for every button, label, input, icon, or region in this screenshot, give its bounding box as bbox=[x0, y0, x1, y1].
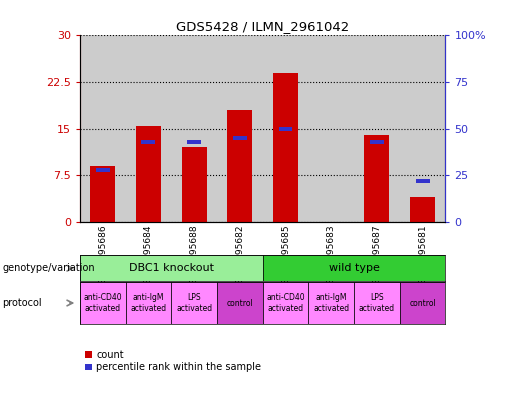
Bar bbox=[187, 140, 201, 143]
Bar bbox=[126, 35, 171, 222]
Bar bbox=[181, 147, 207, 222]
Bar bbox=[263, 35, 308, 222]
Bar bbox=[96, 168, 110, 172]
Bar bbox=[126, 282, 171, 324]
Bar bbox=[227, 110, 252, 222]
Text: anti-IgM
activated: anti-IgM activated bbox=[313, 293, 349, 313]
Title: GDS5428 / ILMN_2961042: GDS5428 / ILMN_2961042 bbox=[176, 20, 349, 33]
Bar bbox=[400, 35, 445, 222]
Text: anti-IgM
activated: anti-IgM activated bbox=[130, 293, 166, 313]
Text: DBC1 knockout: DBC1 knockout bbox=[129, 263, 214, 273]
Bar bbox=[171, 35, 217, 222]
Bar bbox=[80, 255, 263, 281]
Bar bbox=[308, 35, 354, 222]
Text: control: control bbox=[409, 299, 436, 307]
Text: genotype/variation: genotype/variation bbox=[3, 263, 95, 273]
Bar bbox=[171, 282, 217, 324]
Bar bbox=[80, 35, 126, 222]
Bar bbox=[354, 282, 400, 324]
Bar bbox=[400, 282, 445, 324]
Bar bbox=[217, 35, 263, 222]
Text: control: control bbox=[227, 299, 253, 307]
Bar bbox=[142, 140, 156, 143]
Bar bbox=[263, 282, 308, 324]
Bar bbox=[273, 73, 298, 222]
Bar bbox=[364, 135, 389, 222]
Legend: count, percentile rank within the sample: count, percentile rank within the sample bbox=[84, 349, 261, 373]
Text: LPS
activated: LPS activated bbox=[176, 293, 212, 313]
Bar bbox=[80, 282, 126, 324]
Bar bbox=[263, 255, 445, 281]
Bar bbox=[416, 179, 430, 183]
Text: anti-CD40
activated: anti-CD40 activated bbox=[83, 293, 122, 313]
Bar bbox=[233, 136, 247, 140]
Bar bbox=[354, 35, 400, 222]
Bar bbox=[279, 127, 293, 130]
Text: wild type: wild type bbox=[329, 263, 380, 273]
Text: protocol: protocol bbox=[3, 298, 42, 308]
Bar bbox=[90, 166, 115, 222]
Bar bbox=[217, 282, 263, 324]
Bar bbox=[370, 140, 384, 143]
Bar bbox=[136, 126, 161, 222]
Bar bbox=[308, 282, 354, 324]
Text: LPS
activated: LPS activated bbox=[359, 293, 395, 313]
Bar bbox=[410, 197, 435, 222]
Text: anti-CD40
activated: anti-CD40 activated bbox=[266, 293, 305, 313]
